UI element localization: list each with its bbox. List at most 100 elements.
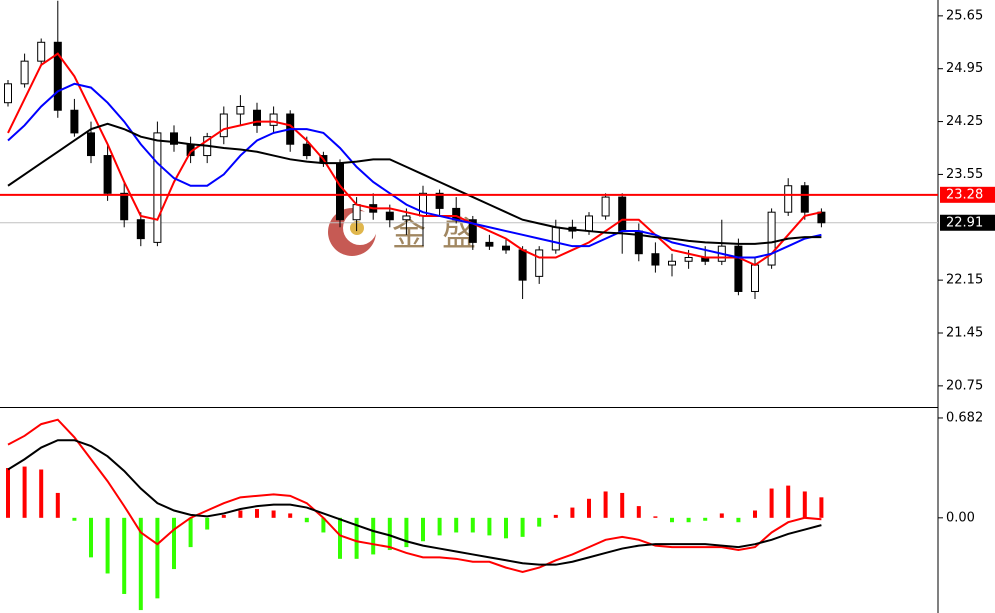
histogram-bar xyxy=(603,491,608,518)
histogram-bar xyxy=(570,507,575,518)
histogram-bar xyxy=(321,517,326,533)
line-series xyxy=(7,52,822,267)
candle-body xyxy=(518,249,527,281)
histogram-bar xyxy=(404,517,409,548)
y-tick-label: 23.55 xyxy=(946,167,983,182)
candle-body xyxy=(435,192,444,209)
candle-body xyxy=(585,215,593,232)
histogram-bar xyxy=(255,509,259,518)
candle-body xyxy=(352,204,361,221)
candle-body xyxy=(120,192,129,221)
histogram-bar xyxy=(172,517,176,570)
candle-body xyxy=(302,143,311,157)
candle-body xyxy=(601,196,610,217)
candle-body xyxy=(767,211,776,266)
y-tick-label: 25.65 xyxy=(946,8,983,23)
histogram-bar xyxy=(769,488,774,518)
line-series xyxy=(7,82,822,259)
candle-body xyxy=(4,83,12,104)
candle-body xyxy=(20,60,29,85)
candle-body xyxy=(684,256,693,262)
histogram-bar xyxy=(72,517,77,521)
line-series xyxy=(7,418,822,574)
histogram-bar xyxy=(55,492,60,518)
candle-body xyxy=(468,219,477,243)
histogram-bar xyxy=(221,514,226,518)
histogram-bar xyxy=(636,506,641,518)
line-series xyxy=(7,122,822,245)
candle-body xyxy=(385,211,394,221)
price-label-box xyxy=(940,214,995,231)
candle-body xyxy=(817,211,826,224)
histogram-bar xyxy=(587,498,591,518)
candle-body xyxy=(170,132,178,145)
histogram-bar xyxy=(719,513,724,518)
histogram-bar xyxy=(454,517,459,533)
y-tick-label: 20.75 xyxy=(946,378,983,393)
histogram-bar xyxy=(22,466,27,518)
candle-body xyxy=(269,113,278,126)
histogram-bar xyxy=(670,517,674,523)
candle-body xyxy=(53,41,62,111)
candle-body xyxy=(485,241,494,247)
price-label: 23.28 xyxy=(946,187,983,202)
histogram-bar xyxy=(188,517,193,548)
y-tick-label: 0.00 xyxy=(946,510,975,525)
candle-body xyxy=(502,245,510,251)
candle-body xyxy=(236,105,245,115)
histogram-bar xyxy=(470,517,475,533)
histogram-bar xyxy=(421,517,425,542)
candle-body xyxy=(336,162,344,221)
histogram-bar xyxy=(338,517,342,559)
price-label: 22.91 xyxy=(946,215,983,230)
y-tick-label: 0.682 xyxy=(946,410,983,425)
y-tick-label: 22.15 xyxy=(946,273,983,288)
histogram-bar xyxy=(686,517,691,523)
histogram-bar xyxy=(736,517,741,523)
histogram-bar xyxy=(753,510,757,518)
candle-body xyxy=(751,264,759,292)
candle-body xyxy=(535,249,544,277)
histogram-bar xyxy=(504,517,508,539)
histogram-bar xyxy=(271,510,276,518)
histogram-bar xyxy=(487,517,492,536)
candle-body xyxy=(136,219,145,240)
candle-body xyxy=(219,113,228,138)
histogram-bar xyxy=(89,517,93,558)
candle-body xyxy=(70,109,79,134)
histogram-bar xyxy=(304,517,309,523)
histogram-bar xyxy=(288,513,293,518)
histogram-bar xyxy=(819,497,824,518)
histogram-bar xyxy=(520,517,525,537)
histogram-bar xyxy=(437,517,442,536)
candle-body xyxy=(618,196,627,232)
y-tick-label: 24.95 xyxy=(946,61,983,76)
histogram-bar xyxy=(122,517,127,594)
histogram-bar xyxy=(786,485,791,518)
candle-body xyxy=(402,215,411,221)
histogram-bar xyxy=(703,517,708,521)
candle-body xyxy=(734,245,743,292)
histogram-bar xyxy=(553,514,558,518)
histogram-bar xyxy=(802,491,807,518)
histogram-bar xyxy=(371,517,376,555)
candle-body xyxy=(651,253,660,266)
histogram-bar xyxy=(238,510,243,518)
candle-body xyxy=(253,109,261,126)
histogram-bar xyxy=(155,517,160,599)
histogram-bar xyxy=(205,517,210,530)
y-tick-label: 21.45 xyxy=(946,326,983,341)
candle-body xyxy=(551,226,560,251)
histogram-bar xyxy=(620,492,625,518)
y-tick-label: 24.25 xyxy=(946,114,983,129)
candle-body xyxy=(784,185,793,213)
histogram-bar xyxy=(6,468,10,518)
histogram-bar xyxy=(387,517,392,551)
candle-body xyxy=(668,260,676,266)
line-series xyxy=(7,439,822,566)
candle-body xyxy=(87,132,95,157)
price-label-box xyxy=(940,186,995,203)
